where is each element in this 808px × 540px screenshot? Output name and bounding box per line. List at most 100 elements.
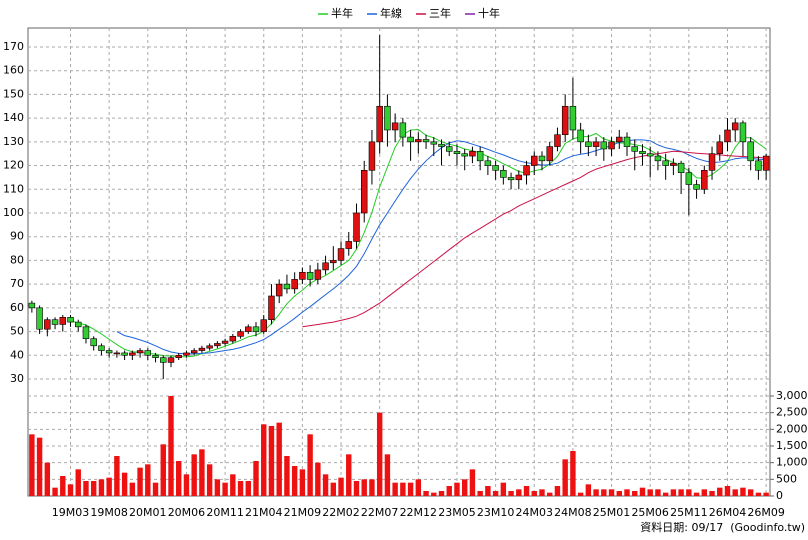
y2-tick-label: 1,500 bbox=[776, 439, 808, 452]
footer: 資料日期: 09/17 (Goodinfo.tw) bbox=[640, 520, 805, 534]
legend-label: 半年 bbox=[331, 6, 353, 20]
candle-body bbox=[190, 350, 198, 354]
y-tick-label: 100 bbox=[3, 206, 24, 219]
volume-bar bbox=[168, 396, 174, 496]
candle-body bbox=[608, 141, 615, 150]
candle-body bbox=[175, 354, 182, 358]
candle-body bbox=[237, 331, 244, 337]
candle-body bbox=[221, 340, 229, 344]
volume-bar bbox=[747, 489, 754, 496]
volume-bar bbox=[531, 491, 537, 496]
volume-bar bbox=[67, 484, 74, 496]
volume-bar bbox=[299, 469, 306, 496]
x-tick-label: 24M08 bbox=[554, 506, 592, 519]
y-tick-label: 80 bbox=[10, 253, 24, 266]
candle-body bbox=[685, 172, 693, 185]
candle-body bbox=[98, 345, 105, 351]
candle-body bbox=[353, 212, 360, 242]
candle-body bbox=[577, 129, 584, 143]
candle-body bbox=[368, 141, 376, 171]
candle-body bbox=[484, 160, 492, 166]
volume-bar bbox=[52, 487, 58, 496]
volume-bar bbox=[129, 482, 136, 496]
volume-bar bbox=[693, 492, 700, 496]
volume-bar bbox=[415, 479, 422, 496]
volume-bar bbox=[717, 487, 723, 496]
candle-body bbox=[75, 321, 82, 328]
volume-bar bbox=[454, 482, 460, 496]
y-tick-label: 40 bbox=[10, 348, 24, 361]
candle-body bbox=[360, 169, 368, 214]
volume-bar bbox=[291, 466, 298, 496]
volume-bar bbox=[90, 481, 97, 496]
volume-bar bbox=[75, 469, 81, 496]
volume-bar bbox=[407, 482, 414, 496]
candle-body bbox=[747, 141, 754, 162]
volume-bar bbox=[632, 491, 638, 496]
legend-label: 十年 bbox=[478, 6, 500, 20]
candle-body bbox=[592, 141, 600, 147]
candle-body bbox=[129, 352, 136, 356]
volume-bar bbox=[353, 481, 360, 496]
candle-body bbox=[345, 241, 352, 249]
volume-bar bbox=[268, 426, 275, 496]
y-tick-label: 130 bbox=[3, 135, 24, 148]
candle-body bbox=[500, 169, 507, 178]
volume-bar bbox=[485, 486, 491, 496]
volume-bar bbox=[763, 492, 769, 496]
candle-body bbox=[36, 307, 43, 330]
x-tick-label: 20M11 bbox=[206, 506, 244, 519]
candle-body bbox=[762, 155, 770, 171]
candle-body bbox=[322, 262, 329, 271]
volume-bar bbox=[137, 467, 143, 496]
volume-bar bbox=[492, 491, 499, 496]
candle-body bbox=[422, 139, 430, 143]
candle-body bbox=[291, 279, 298, 290]
candle-body bbox=[214, 343, 221, 347]
x-tick-label: 20M06 bbox=[168, 506, 206, 519]
candle-body bbox=[554, 134, 561, 147]
volume-bar bbox=[384, 454, 391, 496]
candle-body bbox=[113, 352, 121, 355]
y-tick-label: 110 bbox=[3, 182, 24, 195]
legend-label: 年線 bbox=[380, 6, 402, 20]
candle-body bbox=[28, 302, 36, 309]
volume-bar bbox=[245, 481, 251, 496]
volume-bar bbox=[593, 489, 599, 496]
y-tick-label: 160 bbox=[3, 64, 24, 77]
volume-bar bbox=[585, 484, 592, 496]
candle-body bbox=[59, 317, 67, 325]
candle-body bbox=[384, 105, 391, 131]
candle-body bbox=[229, 336, 237, 342]
volume-bar bbox=[624, 489, 630, 496]
volume-bar bbox=[570, 451, 576, 496]
volume-bar bbox=[183, 474, 190, 496]
candle-body bbox=[198, 347, 206, 351]
legend-label: 三年 bbox=[429, 6, 451, 20]
candle-body bbox=[670, 162, 677, 166]
candle-body bbox=[283, 283, 291, 290]
volume-bar bbox=[261, 424, 267, 496]
candle-body bbox=[507, 177, 515, 181]
candle-body bbox=[701, 169, 708, 190]
candle-body bbox=[476, 151, 484, 162]
candle-body bbox=[755, 160, 762, 171]
volume-bar bbox=[701, 489, 708, 496]
candle-body bbox=[376, 105, 383, 143]
volume-bar bbox=[83, 481, 89, 496]
y2-tick-label: 500 bbox=[776, 472, 797, 485]
candle-body bbox=[430, 141, 438, 145]
candle-body bbox=[600, 141, 608, 150]
volume-bar bbox=[206, 464, 213, 496]
volume-bar bbox=[315, 462, 321, 496]
candle-body bbox=[252, 326, 260, 332]
candle-body bbox=[275, 283, 283, 297]
volume-bar bbox=[199, 449, 205, 496]
volume-bar bbox=[361, 479, 367, 496]
volume-bar bbox=[616, 491, 622, 496]
x-tick-label: 25M01 bbox=[593, 506, 631, 519]
y2-tick-label: 1,000 bbox=[776, 456, 808, 469]
candle-body bbox=[731, 122, 739, 131]
volume-bar bbox=[639, 487, 646, 496]
